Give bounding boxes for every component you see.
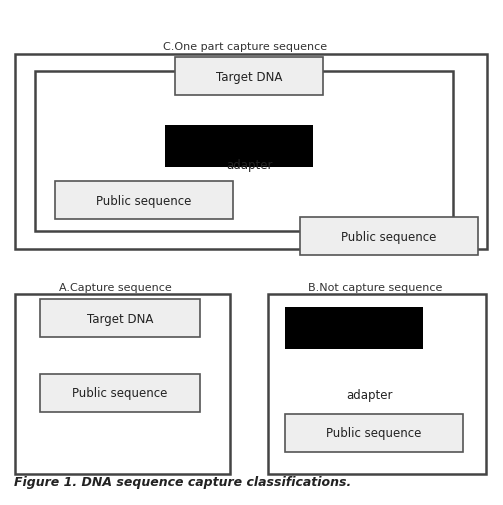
Bar — [35, 72, 453, 231]
Text: B.Not capture sequence: B.Not capture sequence — [308, 282, 442, 292]
Bar — [40, 299, 200, 337]
Text: Public sequence: Public sequence — [72, 387, 167, 400]
Text: Public sequence: Public sequence — [326, 427, 422, 440]
Text: Figure 1. DNA sequence capture classifications.: Figure 1. DNA sequence capture classific… — [14, 475, 351, 488]
Bar — [55, 182, 233, 220]
Bar — [40, 374, 200, 412]
Bar — [285, 414, 463, 452]
Bar — [285, 308, 423, 349]
Bar — [15, 294, 230, 474]
Text: Public sequence: Public sequence — [342, 230, 437, 243]
Text: A.Capture sequence: A.Capture sequence — [59, 282, 172, 292]
Bar — [300, 218, 478, 256]
Bar — [15, 55, 487, 249]
Bar — [175, 58, 323, 96]
Text: adapter: adapter — [347, 388, 393, 401]
Text: C.One part capture sequence: C.One part capture sequence — [163, 42, 327, 52]
Text: adapter: adapter — [227, 159, 273, 172]
Text: Public sequence: Public sequence — [96, 194, 192, 207]
Bar — [165, 126, 313, 168]
Bar — [268, 294, 486, 474]
Text: Target DNA: Target DNA — [87, 312, 153, 325]
Text: Target DNA: Target DNA — [216, 70, 282, 83]
